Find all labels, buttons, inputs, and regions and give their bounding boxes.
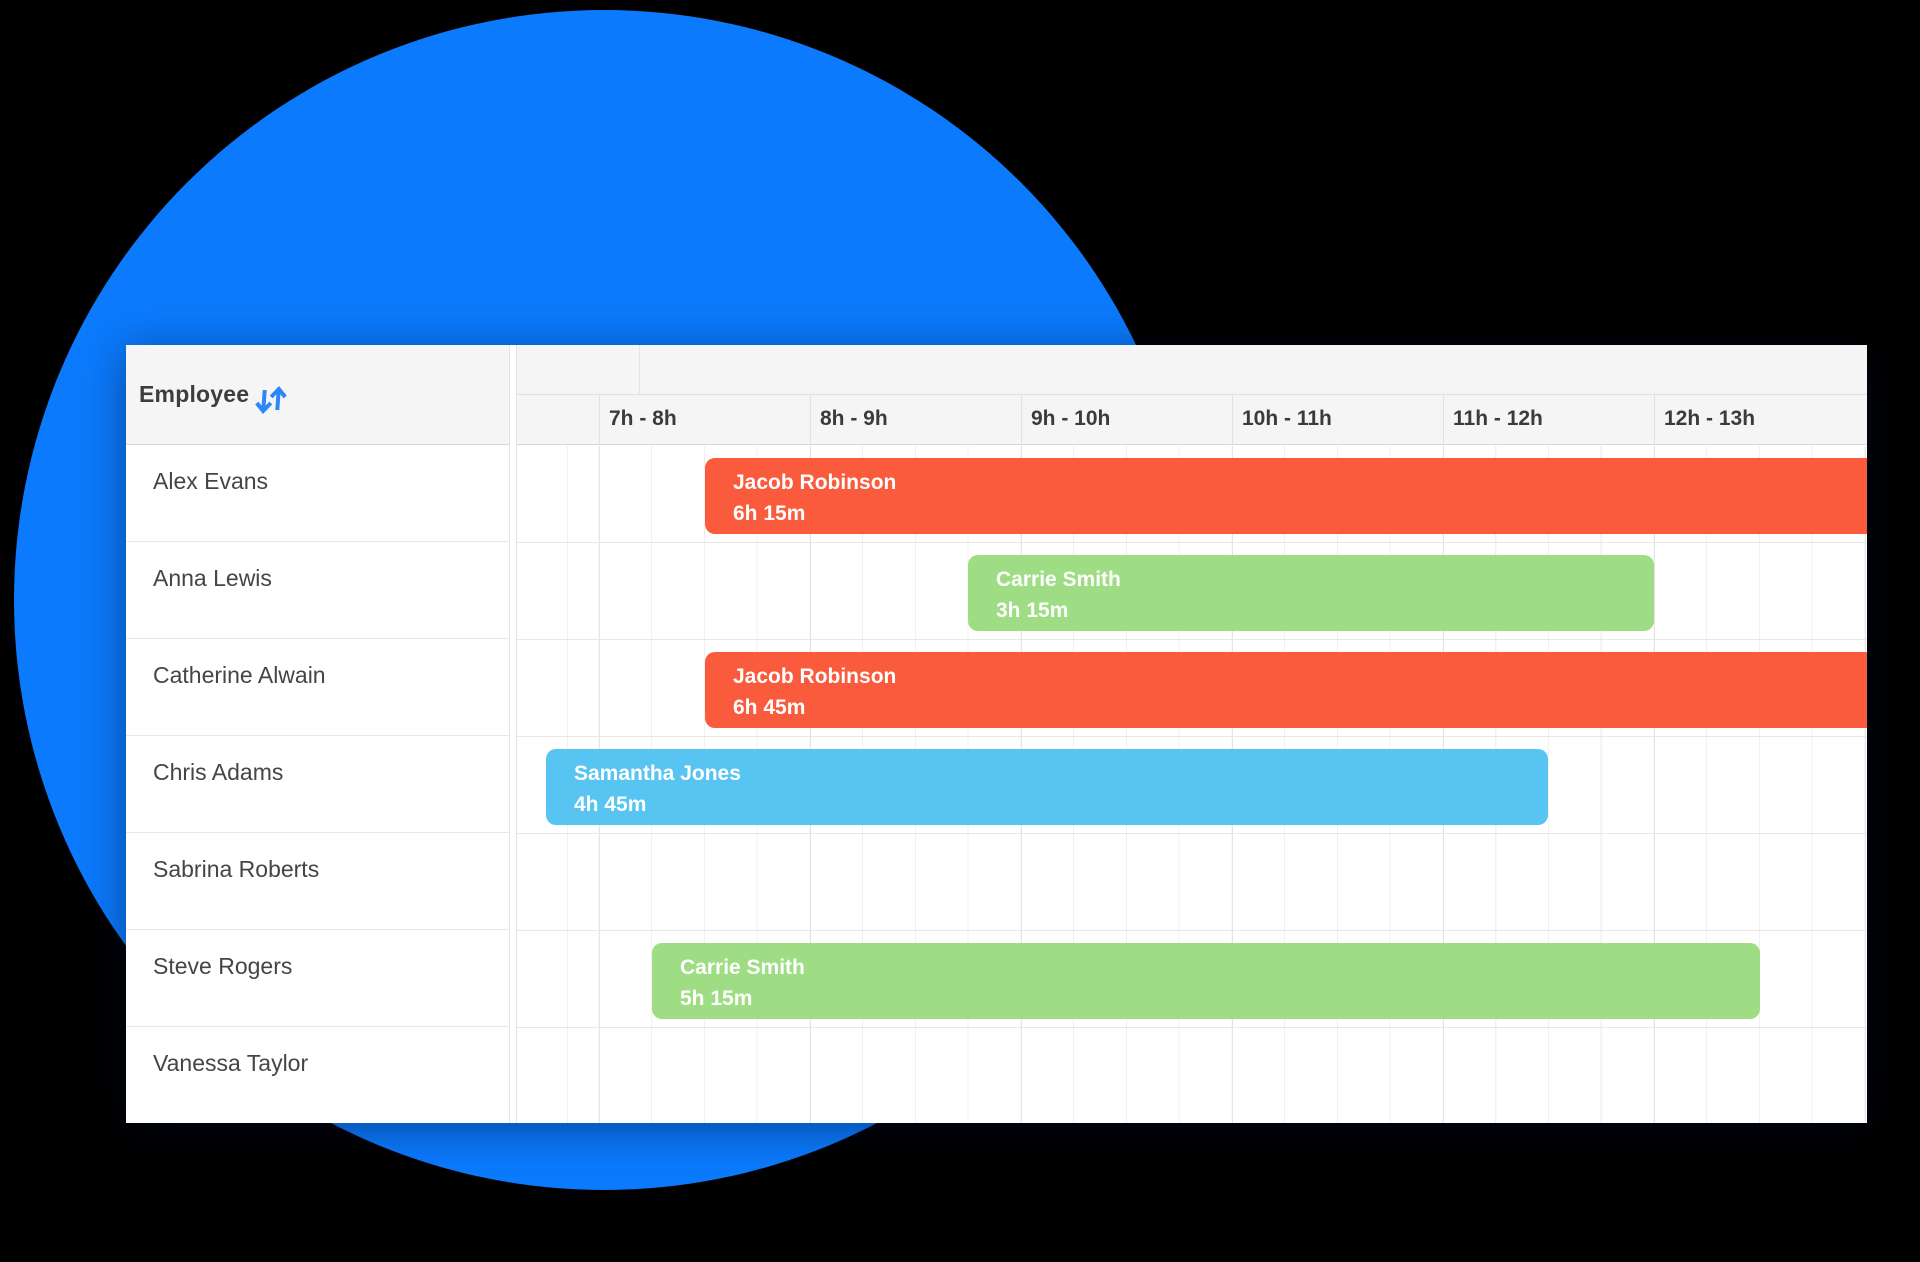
event-bar[interactable]: Jacob Robinson 6h 15m (705, 458, 1867, 534)
event-bars-layer: Jacob Robinson 6h 15m Carrie Smith 3h 15m Ja… (517, 446, 1867, 1123)
event-title: Jacob Robinson (733, 471, 897, 494)
employee-row[interactable]: Anna Lewis (126, 542, 509, 639)
employee-name: Alex Evans (153, 468, 269, 494)
event-title: Samantha Jones (574, 762, 741, 785)
employee-name: Catherine Alwain (153, 662, 326, 688)
employee-row[interactable]: Chris Adams (126, 736, 509, 833)
upper-scale-divider (639, 345, 640, 394)
employee-name: Chris Adams (153, 759, 284, 785)
time-header-cell: 11h - 12h (1443, 395, 1654, 444)
grid-row[interactable] (517, 931, 1867, 1028)
event-duration: 5h 15m (680, 987, 753, 1010)
employee-name: Vanessa Taylor (153, 1050, 309, 1076)
event-bar[interactable]: Jacob Robinson 6h 45m (705, 652, 1867, 728)
grid-row-stripes (517, 446, 1867, 1123)
event-title: Carrie Smith (996, 568, 1121, 591)
time-header-cell: 7h - 8h (599, 395, 810, 444)
sort-arrows-icon[interactable] (250, 381, 293, 419)
employee-rows: Alex Evans Anna Lewis Catherine Alwain Chri… (126, 445, 509, 1123)
employee-row[interactable]: Vanessa Taylor (126, 1027, 509, 1123)
grid-row[interactable] (517, 640, 1867, 737)
time-header-cell: 12h - 13h (1654, 395, 1865, 444)
time-header-cell: 10h - 11h (1232, 395, 1443, 444)
grid-row[interactable] (517, 543, 1867, 640)
employee-row[interactable]: Steve Rogers (126, 930, 509, 1027)
timeline-hour-scale: 7h - 8h 8h - 9h 9h - 10h 10h - 11h 11h - 12h… (517, 395, 1867, 445)
employee-row[interactable]: Alex Evans (126, 445, 509, 542)
scheduler-panel: Employee Alex Evans Anna Lewis Catherine A… (126, 345, 1867, 1123)
time-header-cell-partial (517, 395, 599, 444)
employee-header-label: Employee (139, 381, 250, 407)
event-duration: 6h 45m (733, 696, 806, 719)
event-duration: 3h 15m (996, 599, 1069, 622)
employee-row[interactable]: Catherine Alwain (126, 639, 509, 736)
event-duration: 6h 15m (733, 502, 806, 525)
timeline-grid: 7h - 8h 8h - 9h 9h - 10h 10h - 11h 11h - 12h… (517, 345, 1867, 1123)
employee-column: Employee Alex Evans Anna Lewis Catherine A… (126, 345, 509, 1123)
event-title: Jacob Robinson (733, 665, 897, 688)
event-bar[interactable]: Samantha Jones 4h 45m (546, 749, 1548, 825)
time-header-cell: 8h - 9h (810, 395, 1021, 444)
timeline-upper-scale (517, 345, 1867, 395)
employee-name: Anna Lewis (153, 565, 272, 591)
employee-name: Steve Rogers (153, 953, 293, 979)
event-bar[interactable]: Carrie Smith 3h 15m (968, 555, 1654, 631)
employee-name: Sabrina Roberts (153, 856, 320, 882)
grid-row[interactable] (517, 737, 1867, 834)
event-duration: 4h 45m (574, 793, 647, 816)
grid-row[interactable] (517, 446, 1867, 543)
schedule-grid[interactable]: Jacob Robinson 6h 15m Carrie Smith 3h 15m Ja… (517, 446, 1867, 1123)
employee-column-header[interactable]: Employee (126, 345, 509, 445)
time-header-cell: 9h - 10h (1021, 395, 1232, 444)
column-separator[interactable] (509, 345, 517, 1123)
grid-row[interactable] (517, 834, 1867, 931)
event-title: Carrie Smith (680, 956, 805, 979)
employee-row[interactable]: Sabrina Roberts (126, 833, 509, 930)
event-bar[interactable]: Carrie Smith 5h 15m (652, 943, 1760, 1019)
